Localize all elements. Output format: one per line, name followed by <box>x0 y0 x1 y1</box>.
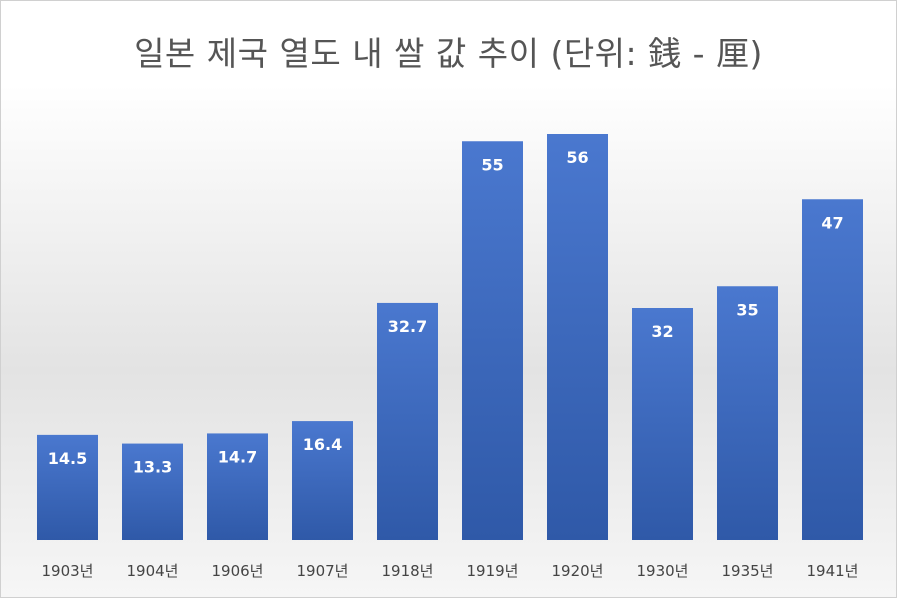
data-label-6: 56 <box>566 148 588 167</box>
bar-4 <box>377 302 438 540</box>
chart-title: 일본 제국 열도 내 쌀 값 추이 (단위: 銭 - 厘) <box>134 34 763 73</box>
bar-8 <box>717 286 778 540</box>
category-label-8: 1935년 <box>722 562 774 580</box>
bars-group <box>37 134 863 540</box>
data-label-0: 14.5 <box>48 449 87 468</box>
bar-1 <box>122 443 183 540</box>
data-label-9: 47 <box>821 213 843 232</box>
data-label-2: 14.7 <box>218 447 257 466</box>
bar-0 <box>37 434 98 540</box>
data-label-4: 32.7 <box>388 317 427 336</box>
category-label-2: 1906년 <box>212 562 264 580</box>
category-label-1: 1904년 <box>127 562 179 580</box>
category-label-0: 1903년 <box>42 562 94 580</box>
category-label-5: 1919년 <box>467 562 519 580</box>
bar-5 <box>462 141 523 540</box>
bar-7 <box>632 308 693 540</box>
bar-3 <box>292 421 353 540</box>
category-labels-group: 1903년 1904년 1906년 1907년 1918년 1919년 1920년 1930년… <box>42 562 859 580</box>
bar-9 <box>802 199 863 540</box>
data-label-8: 35 <box>736 300 758 319</box>
bar-6 <box>547 134 608 540</box>
category-label-3: 1907년 <box>297 562 349 580</box>
data-label-5: 55 <box>481 155 503 174</box>
category-label-4: 1918년 <box>382 562 434 580</box>
data-labels-group: 14.5 13.3 14.7 16.4 32.7 55 56 32 35 47 <box>48 148 844 477</box>
category-label-9: 1941년 <box>807 562 859 580</box>
category-label-6: 1920년 <box>552 562 604 580</box>
category-label-7: 1930년 <box>637 562 689 580</box>
data-label-1: 13.3 <box>133 458 172 477</box>
bar-2 <box>207 433 268 540</box>
data-label-3: 16.4 <box>303 435 342 454</box>
data-label-7: 32 <box>651 322 673 341</box>
